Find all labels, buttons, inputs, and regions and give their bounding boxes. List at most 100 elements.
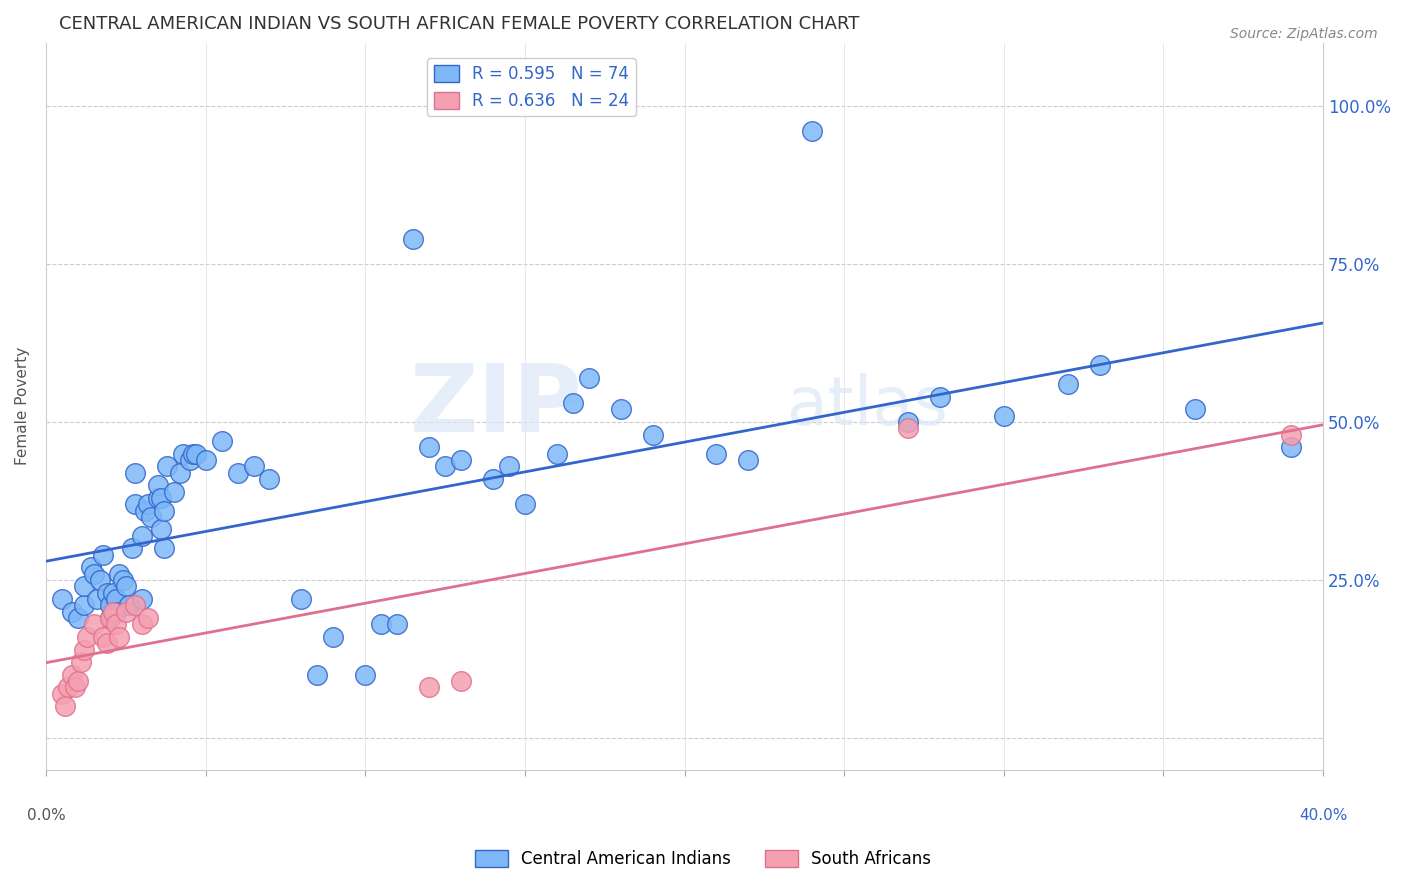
Point	[242, 459, 264, 474]
Point	[108, 566, 131, 581]
Point	[66, 674, 89, 689]
Text: 0.0%: 0.0%	[27, 808, 65, 823]
Point	[98, 599, 121, 613]
Point	[76, 630, 98, 644]
Point	[96, 636, 118, 650]
Point	[149, 523, 172, 537]
Point	[169, 466, 191, 480]
Point	[79, 560, 101, 574]
Point	[105, 605, 128, 619]
Point	[307, 668, 329, 682]
Point	[418, 681, 440, 695]
Point	[1184, 402, 1206, 417]
Point	[53, 699, 76, 714]
Point	[124, 466, 146, 480]
Y-axis label: Female Poverty: Female Poverty	[15, 347, 30, 466]
Point	[578, 371, 600, 385]
Point	[58, 681, 80, 695]
Point	[108, 630, 131, 644]
Point	[641, 427, 664, 442]
Point	[60, 605, 83, 619]
Point	[60, 668, 83, 682]
Point	[513, 497, 536, 511]
Point	[131, 529, 153, 543]
Point	[149, 491, 172, 505]
Point	[86, 591, 108, 606]
Point	[1056, 377, 1078, 392]
Point	[101, 585, 124, 599]
Point	[141, 509, 163, 524]
Point	[897, 415, 920, 429]
Point	[498, 459, 520, 474]
Point	[73, 599, 96, 613]
Point	[181, 447, 204, 461]
Point	[93, 630, 115, 644]
Point	[136, 497, 159, 511]
Point	[98, 611, 121, 625]
Point	[1088, 358, 1111, 372]
Point	[89, 573, 111, 587]
Point	[73, 579, 96, 593]
Point	[66, 611, 89, 625]
Point	[179, 453, 201, 467]
Point	[897, 421, 920, 435]
Point	[114, 605, 136, 619]
Point	[1279, 440, 1302, 454]
Point	[482, 472, 505, 486]
Point	[114, 579, 136, 593]
Point	[259, 472, 281, 486]
Text: CENTRAL AMERICAN INDIAN VS SOUTH AFRICAN FEMALE POVERTY CORRELATION CHART: CENTRAL AMERICAN INDIAN VS SOUTH AFRICAN…	[59, 15, 859, 33]
Point	[172, 447, 194, 461]
Point	[354, 668, 377, 682]
Point	[98, 611, 121, 625]
Point	[184, 447, 207, 461]
Point	[118, 599, 141, 613]
Point	[450, 453, 472, 467]
Point	[51, 687, 73, 701]
Point	[1279, 427, 1302, 442]
Legend: Central American Indians, South Africans: Central American Indians, South Africans	[468, 843, 938, 875]
Point	[322, 630, 344, 644]
Point	[561, 396, 583, 410]
Point	[153, 503, 176, 517]
Point	[124, 497, 146, 511]
Point	[96, 585, 118, 599]
Point	[385, 617, 408, 632]
Point	[105, 591, 128, 606]
Point	[124, 599, 146, 613]
Point	[73, 642, 96, 657]
Point	[156, 459, 179, 474]
Point	[370, 617, 392, 632]
Point	[83, 617, 105, 632]
Point	[134, 503, 156, 517]
Point	[121, 541, 143, 556]
Point	[83, 566, 105, 581]
Text: 40.0%: 40.0%	[1299, 808, 1347, 823]
Point	[801, 124, 824, 138]
Text: atlas: atlas	[787, 373, 948, 439]
Point	[706, 447, 728, 461]
Point	[434, 459, 457, 474]
Point	[146, 478, 169, 492]
Point	[211, 434, 233, 448]
Point	[546, 447, 568, 461]
Point	[402, 232, 425, 246]
Legend: R = 0.595   N = 74, R = 0.636   N = 24: R = 0.595 N = 74, R = 0.636 N = 24	[427, 59, 636, 117]
Point	[63, 681, 86, 695]
Point	[51, 591, 73, 606]
Text: ZIP: ZIP	[409, 360, 582, 452]
Point	[194, 453, 217, 467]
Point	[136, 611, 159, 625]
Point	[929, 390, 952, 404]
Point	[993, 409, 1015, 423]
Point	[105, 617, 128, 632]
Point	[153, 541, 176, 556]
Point	[450, 674, 472, 689]
Point	[93, 548, 115, 562]
Point	[226, 466, 249, 480]
Point	[70, 655, 93, 669]
Point	[111, 573, 134, 587]
Point	[609, 402, 631, 417]
Point	[131, 591, 153, 606]
Point	[737, 453, 759, 467]
